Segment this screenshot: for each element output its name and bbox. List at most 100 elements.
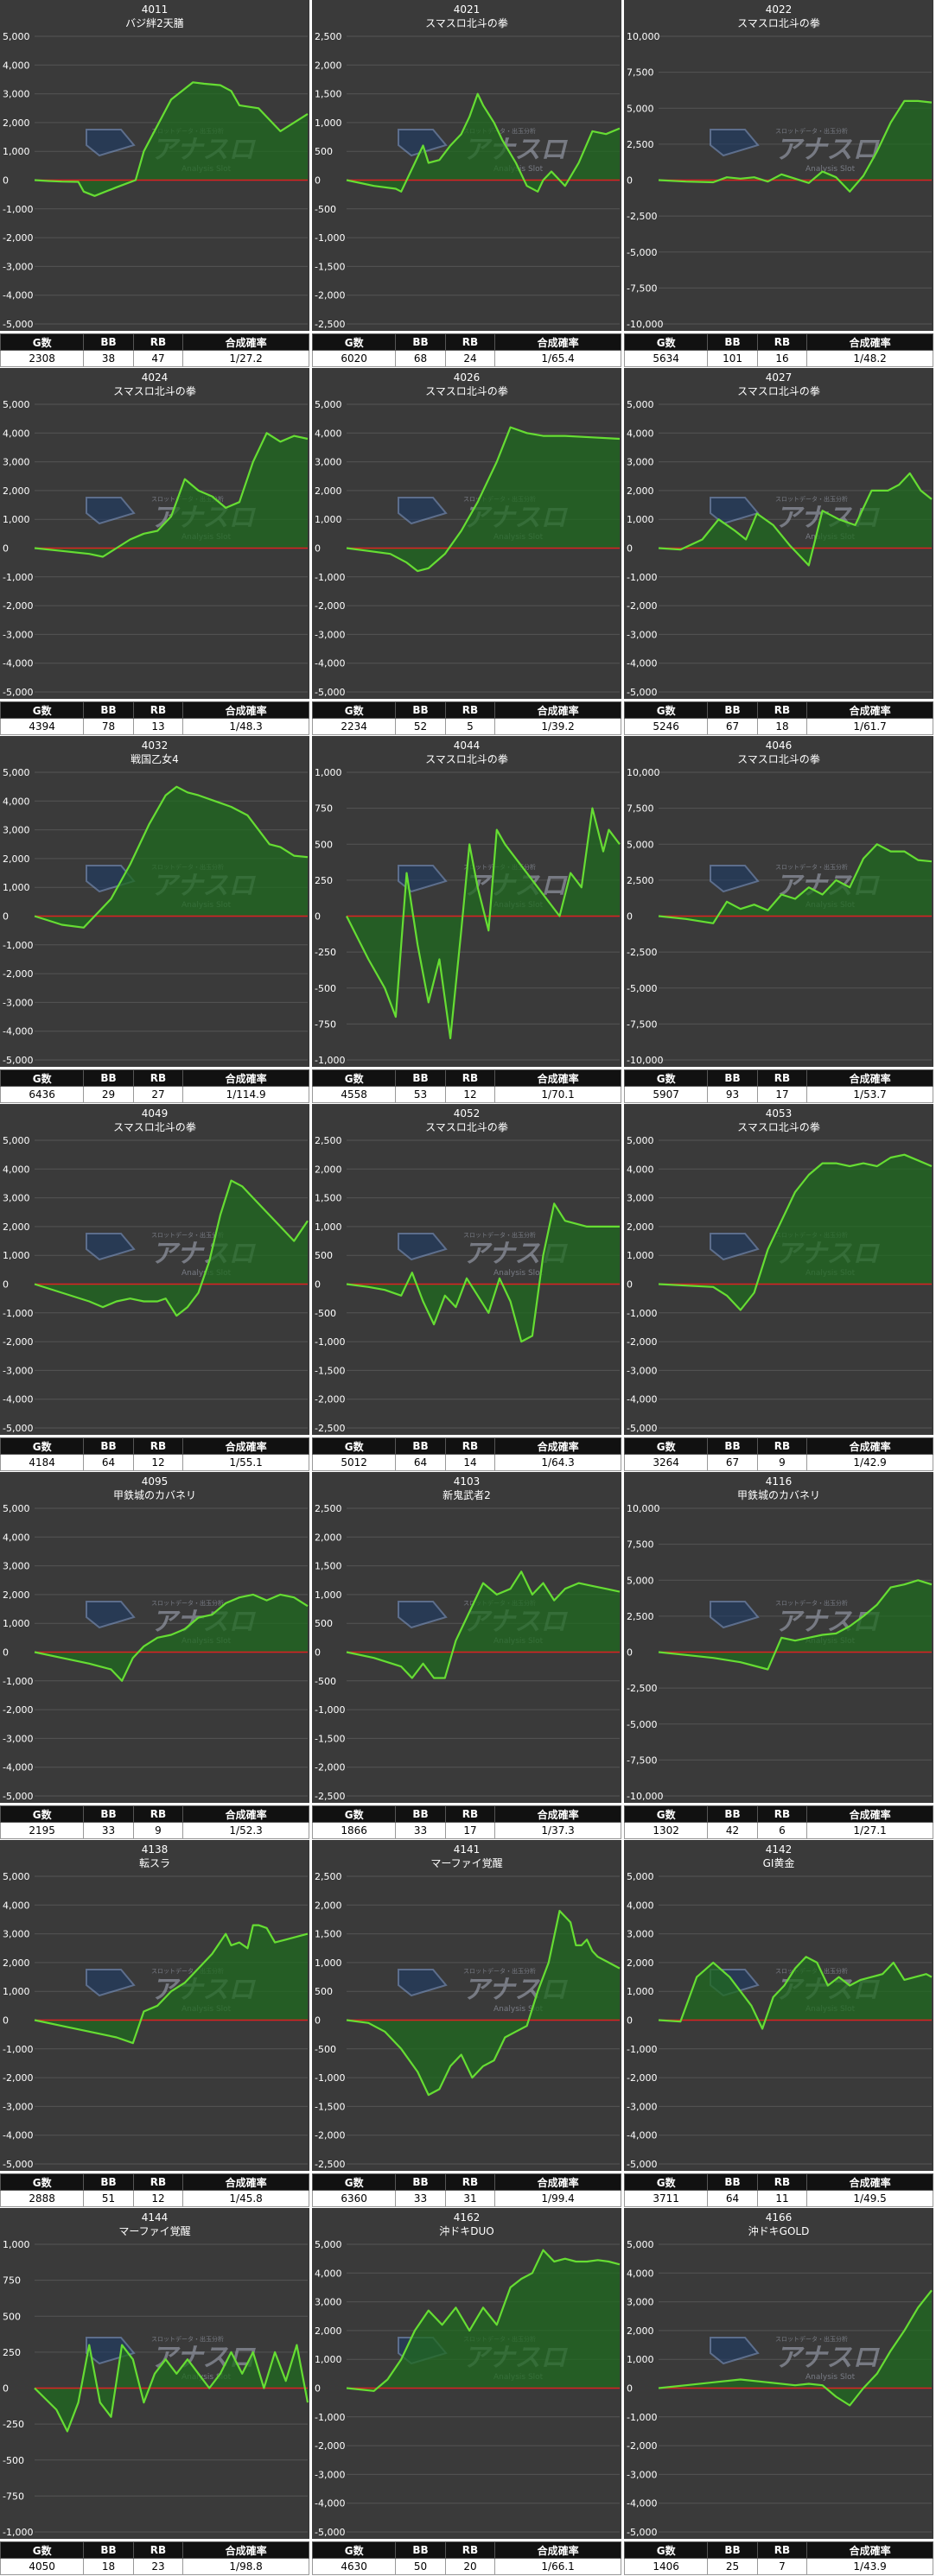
chart-svg: 5,000 4,000 3,000 2,000 1,000 0 -1,000 -2,000 -3… bbox=[0, 1840, 309, 2171]
stats-prob-cell: 1/61.7 bbox=[806, 718, 933, 735]
series-line bbox=[658, 843, 933, 924]
y-tick-label: 0 bbox=[627, 2383, 633, 2395]
chart-subtitle: スマスロ北斗の拳 bbox=[425, 384, 508, 397]
y-tick-label: 0 bbox=[627, 1647, 633, 1659]
stats-header-cell: 合成確率 bbox=[182, 333, 309, 351]
y-tick-label: -2,500 bbox=[627, 947, 657, 958]
machine-chart-4053: 5,000 4,000 3,000 2,000 1,000 0 -1,000 -2,000 -3… bbox=[623, 1104, 936, 1472]
area-fill bbox=[347, 808, 620, 1038]
stats-header-cell: G数 bbox=[311, 1437, 397, 1455]
stats-bb-cell: 38 bbox=[83, 350, 134, 367]
stats-rb-cell: 5 bbox=[444, 718, 496, 735]
area-fill bbox=[347, 1203, 620, 1342]
stats-value-row: 4050 18 23 1/98.8 bbox=[0, 2558, 309, 2575]
machine-chart-4011: 5,000 4,000 3,000 2,000 1,000 0 -1,000 -2,000 -3… bbox=[0, 0, 312, 368]
y-tick-label: -5,000 bbox=[315, 687, 345, 698]
stats-prob-cell: 1/48.2 bbox=[806, 350, 933, 367]
stats-g-cell: 4558 bbox=[311, 1086, 397, 1103]
y-tick-label: 2,000 bbox=[315, 2325, 342, 2337]
y-tick-label: 3,000 bbox=[3, 1561, 30, 1572]
y-tick-label: 2,000 bbox=[315, 485, 342, 497]
chart-subtitle: スマスロ北斗の拳 bbox=[737, 752, 820, 765]
y-tick-label: -2,500 bbox=[315, 2159, 345, 2170]
stats-header-cell: 合成確率 bbox=[182, 2541, 309, 2559]
stats-prob-cell: 1/53.7 bbox=[806, 1086, 933, 1103]
stats-prob-cell: 1/27.2 bbox=[182, 350, 309, 367]
chart-svg: 2,500 2,000 1,500 1,000 500 0 -500 -1,000 -1,500… bbox=[312, 1104, 621, 1435]
y-tick-label: 0 bbox=[3, 2015, 9, 2027]
stats-table: G数 BB RB 合成確率 2308 38 47 1/27.2 bbox=[0, 333, 309, 367]
y-tick-label: 4,000 bbox=[3, 796, 30, 807]
chart-title: 4166 bbox=[766, 2211, 793, 2224]
y-tick-label: -2,000 bbox=[3, 1704, 33, 1716]
y-tick-label: 0 bbox=[3, 1647, 9, 1659]
area-fill bbox=[347, 2249, 620, 2391]
y-tick-label: -10,000 bbox=[627, 1055, 663, 1066]
chart-svg: 10,000 7,500 5,000 2,500 0 -2,500 -5,000 -7,500… bbox=[624, 736, 933, 1067]
chart-svg: 2,500 2,000 1,500 1,000 500 0 -500 -1,000 -1,500… bbox=[312, 1840, 621, 2171]
stats-header-cell: BB bbox=[707, 1069, 758, 1087]
area-fill bbox=[347, 427, 620, 572]
y-tick-label: 1,000 bbox=[315, 1221, 342, 1233]
series-line bbox=[658, 1579, 933, 1671]
y-tick-label: -2,000 bbox=[3, 600, 33, 612]
y-tick-label: 10,000 bbox=[627, 31, 660, 42]
y-tick-label: -1,000 bbox=[627, 2412, 657, 2423]
stats-prob-cell: 1/64.3 bbox=[494, 1454, 621, 1471]
chart-title: 4138 bbox=[142, 1843, 169, 1856]
stats-header-cell: 合成確率 bbox=[494, 333, 621, 351]
y-tick-label: -1,000 bbox=[627, 572, 657, 583]
y-tick-label: 5,000 bbox=[3, 1871, 30, 1882]
stats-header-cell: RB bbox=[756, 2541, 808, 2559]
stats-header-cell: BB bbox=[707, 1437, 758, 1455]
y-tick-label: -2,500 bbox=[627, 1683, 657, 1694]
y-tick-label: 1,000 bbox=[3, 1986, 30, 1997]
y-tick-label: -500 bbox=[315, 1308, 336, 1319]
y-tick-label: -2,000 bbox=[3, 1336, 33, 1348]
stats-header-cell: 合成確率 bbox=[182, 2173, 309, 2191]
chart-subtitle: 甲鉄城のカバネリ bbox=[113, 1488, 196, 1501]
y-tick-label: -7,500 bbox=[627, 1754, 657, 1766]
stats-table: G数 BB RB 合成確率 3264 67 9 1/42.9 bbox=[623, 1437, 933, 1471]
stats-header-cell: BB bbox=[707, 2541, 758, 2559]
stats-g-cell: 2308 bbox=[0, 350, 85, 367]
y-tick-label: -10,000 bbox=[627, 1791, 663, 1802]
y-tick-label: -4,000 bbox=[315, 2498, 345, 2509]
chart-title: 4027 bbox=[766, 371, 793, 384]
watermark-main-text: アナスロ bbox=[775, 2343, 880, 2373]
stats-rb-cell: 23 bbox=[132, 2558, 184, 2575]
y-tick-label: -7,500 bbox=[627, 282, 657, 294]
y-tick-label: 500 bbox=[3, 2311, 21, 2322]
y-tick-label: 500 bbox=[315, 146, 333, 157]
watermark-logo-icon bbox=[398, 129, 448, 157]
watermark-logo-icon bbox=[710, 497, 760, 525]
chart-title: 4049 bbox=[142, 1107, 169, 1120]
y-tick-label: -2,000 bbox=[3, 968, 33, 980]
stats-header-cell: RB bbox=[756, 1437, 808, 1455]
machine-chart-4021: 2,500 2,000 1,500 1,000 500 0 -500 -1,000 -1,500… bbox=[311, 0, 624, 368]
stats-header-cell: RB bbox=[132, 2541, 184, 2559]
chart-subtitle: マーファイ覚醒 bbox=[430, 1857, 502, 1869]
machine-chart-4027: 5,000 4,000 3,000 2,000 1,000 0 -1,000 -2,000 -3… bbox=[623, 368, 936, 736]
y-tick-label: -2,000 bbox=[315, 2440, 345, 2452]
series-line bbox=[34, 1179, 309, 1317]
stats-bb-cell: 101 bbox=[707, 350, 758, 367]
stats-header-cell: 合成確率 bbox=[182, 701, 309, 719]
stats-value-row: 2888 51 12 1/45.8 bbox=[0, 2190, 309, 2207]
y-tick-label: 3,000 bbox=[3, 1193, 30, 1204]
watermark-top-text: スロットデータ・出玉分析 bbox=[463, 127, 536, 135]
stats-table: G数 BB RB 合成確率 3711 64 11 1/49.5 bbox=[623, 2173, 933, 2207]
series-line bbox=[658, 1956, 933, 2030]
y-tick-label: -5,000 bbox=[627, 687, 657, 698]
stats-g-cell: 5907 bbox=[623, 1086, 709, 1103]
chart-svg: 2,500 2,000 1,500 1,000 500 0 -500 -1,000 -1,500… bbox=[312, 1472, 621, 1803]
stats-header-cell: BB bbox=[83, 2173, 134, 2191]
y-tick-label: -1,000 bbox=[315, 232, 345, 244]
y-tick-label: -5,000 bbox=[3, 1423, 33, 1434]
stats-bb-cell: 64 bbox=[83, 1454, 134, 1471]
y-tick-label: 7,500 bbox=[627, 67, 654, 79]
y-tick-label: -1,000 bbox=[3, 2527, 33, 2538]
area-fill bbox=[659, 100, 932, 192]
stats-bb-cell: 78 bbox=[83, 718, 134, 735]
